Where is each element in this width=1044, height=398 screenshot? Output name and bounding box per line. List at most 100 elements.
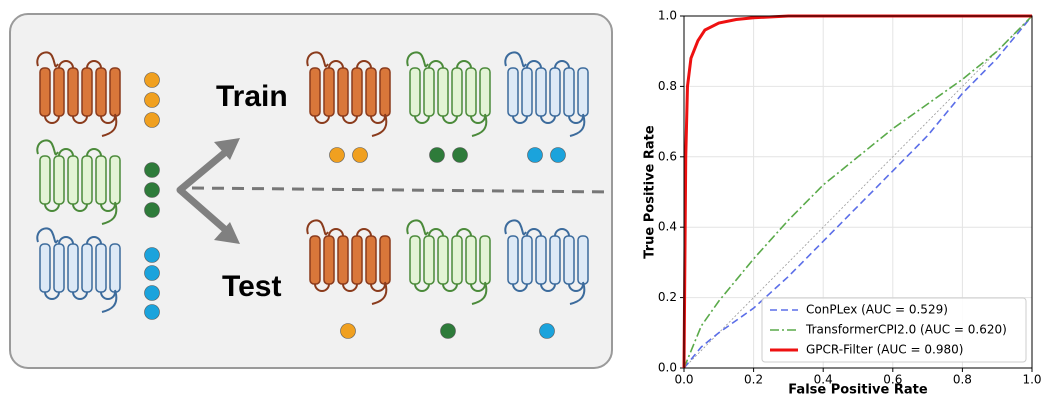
receptor-tail bbox=[504, 51, 527, 68]
ligand bbox=[144, 72, 160, 88]
receptor-tail bbox=[101, 289, 118, 313]
legend-label: ConPLex (AUC = 0.529) bbox=[806, 303, 948, 317]
ligand bbox=[527, 147, 543, 163]
receptor-loop bbox=[428, 228, 444, 237]
split-arrows bbox=[176, 146, 232, 236]
receptor-loop bbox=[72, 291, 88, 300]
receptor-tail bbox=[371, 281, 388, 305]
receptor-loop bbox=[554, 228, 570, 237]
helix bbox=[67, 243, 79, 293]
receptor bbox=[306, 51, 391, 137]
helix bbox=[479, 235, 491, 285]
x-axis-label: False Positive Rate bbox=[788, 383, 928, 398]
helix bbox=[95, 243, 107, 293]
receptor-loop bbox=[540, 283, 556, 292]
receptor-loop bbox=[100, 115, 116, 124]
receptor-loop bbox=[58, 148, 74, 157]
helix bbox=[521, 67, 533, 117]
helix bbox=[95, 67, 107, 117]
roc-curve bbox=[683, 15, 1033, 369]
ligand bbox=[329, 147, 345, 163]
receptor-tail bbox=[306, 51, 329, 68]
helix bbox=[323, 235, 335, 285]
receptor-loop bbox=[554, 60, 570, 69]
helix bbox=[507, 67, 519, 117]
receptor-loop bbox=[512, 115, 528, 124]
helix bbox=[81, 243, 93, 293]
receptor bbox=[36, 139, 121, 225]
plot-frame bbox=[683, 15, 1033, 369]
ligand bbox=[144, 162, 160, 178]
receptor-loop bbox=[314, 283, 330, 292]
helix bbox=[535, 235, 547, 285]
x-tick-label: 0.8 bbox=[953, 373, 972, 387]
ligand bbox=[440, 323, 456, 339]
receptor-loop bbox=[58, 60, 74, 69]
receptor-loop bbox=[526, 60, 542, 69]
receptor-tail bbox=[569, 281, 586, 305]
train-label: Train bbox=[216, 80, 288, 113]
receptor-loop bbox=[86, 236, 102, 245]
receptor-loop bbox=[470, 283, 486, 292]
helix bbox=[81, 67, 93, 117]
helix bbox=[67, 67, 79, 117]
helix bbox=[39, 67, 51, 117]
helix bbox=[451, 235, 463, 285]
chance-line bbox=[683, 15, 1033, 369]
helix bbox=[53, 243, 65, 293]
y-axis-label: True Positive Rate bbox=[643, 125, 658, 259]
helix bbox=[81, 155, 93, 205]
split-line bbox=[191, 186, 613, 194]
helix bbox=[337, 235, 349, 285]
receptor-tail bbox=[406, 219, 429, 236]
helix bbox=[563, 67, 575, 117]
helix bbox=[379, 235, 391, 285]
helix bbox=[109, 243, 121, 293]
ligand bbox=[452, 147, 468, 163]
receptor-loop bbox=[526, 228, 542, 237]
legend-label: GPCR-Filter (AUC = 0.980) bbox=[806, 343, 963, 357]
receptor bbox=[504, 219, 589, 305]
receptor-loop bbox=[370, 283, 386, 292]
legend-label: TransformerCPI2.0 (AUC = 0.620) bbox=[805, 323, 1007, 337]
receptor-loop bbox=[44, 291, 60, 300]
receptor-loop bbox=[100, 291, 116, 300]
ligand bbox=[352, 147, 368, 163]
helix bbox=[337, 67, 349, 117]
x-tick-label: 1.0 bbox=[1022, 373, 1041, 387]
receptor-tail bbox=[36, 51, 59, 68]
receptor-loop bbox=[328, 60, 344, 69]
ligand bbox=[144, 265, 160, 281]
test-label: Test bbox=[222, 270, 281, 303]
ligand bbox=[144, 247, 160, 263]
helix bbox=[465, 67, 477, 117]
helix bbox=[53, 67, 65, 117]
helix bbox=[309, 67, 321, 117]
helix bbox=[39, 155, 51, 205]
y-tick-label: 0.2 bbox=[658, 290, 677, 304]
ligand bbox=[429, 147, 445, 163]
ligand bbox=[340, 323, 356, 339]
receptor-loop bbox=[72, 115, 88, 124]
receptor-loop bbox=[328, 228, 344, 237]
receptor-loop bbox=[512, 283, 528, 292]
x-tick-label: 0.4 bbox=[814, 373, 833, 387]
receptor-loop bbox=[442, 283, 458, 292]
receptor-loop bbox=[314, 115, 330, 124]
receptor-loop bbox=[428, 60, 444, 69]
receptor-tail bbox=[101, 201, 118, 225]
receptor-tail bbox=[406, 51, 429, 68]
helix bbox=[549, 235, 561, 285]
y-tick-label: 0.6 bbox=[658, 149, 677, 163]
receptor bbox=[406, 51, 491, 137]
helix bbox=[465, 235, 477, 285]
helix bbox=[365, 235, 377, 285]
helix bbox=[109, 155, 121, 205]
receptor-loop bbox=[44, 115, 60, 124]
receptor-loop bbox=[356, 228, 372, 237]
receptor-tail bbox=[36, 139, 59, 156]
receptor-tail bbox=[471, 281, 488, 305]
helix bbox=[39, 243, 51, 293]
helix bbox=[437, 235, 449, 285]
receptor-loop bbox=[58, 236, 74, 245]
